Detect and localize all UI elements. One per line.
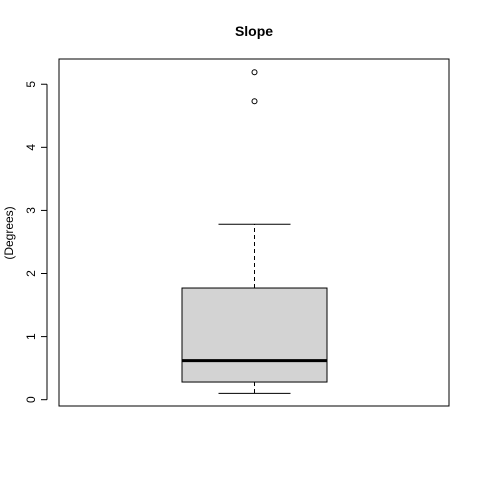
box-plot: [182, 70, 327, 394]
interquartile-box: [182, 288, 327, 382]
y-tick-label: 4: [24, 144, 38, 151]
chart-title: Slope: [235, 23, 273, 39]
outlier-point: [252, 70, 257, 75]
y-axis-label: (Degrees): [2, 206, 16, 259]
outlier-point: [252, 99, 257, 104]
y-tick-label: 3: [24, 207, 38, 214]
y-tick-label: 2: [24, 270, 38, 277]
y-axis: 0 1 2 3 4 5: [24, 81, 47, 403]
y-tick-label: 1: [24, 333, 38, 340]
y-tick-label: 0: [24, 396, 38, 403]
y-tick-label: 5: [24, 81, 38, 88]
